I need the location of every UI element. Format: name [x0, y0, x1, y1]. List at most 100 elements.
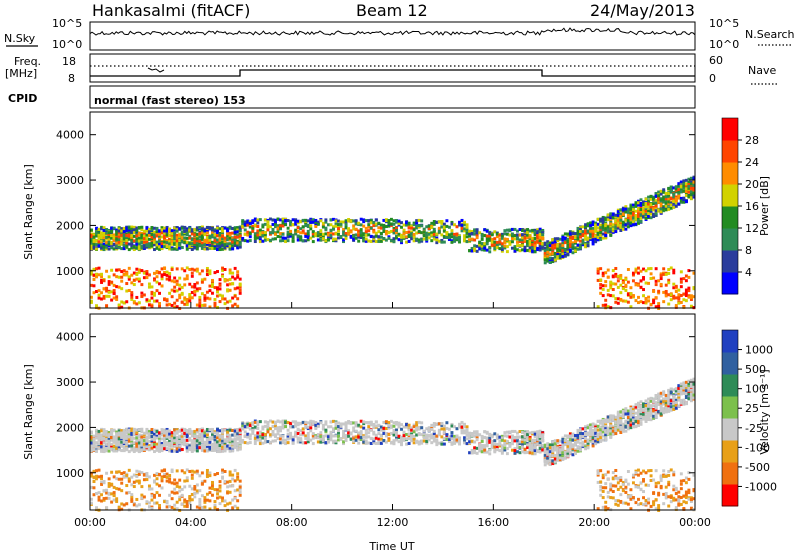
power-cell — [377, 235, 381, 239]
power-cell — [629, 205, 633, 209]
velocity-cell — [173, 482, 177, 486]
power-cell — [455, 225, 459, 229]
power-cell — [664, 195, 668, 199]
power-cell — [561, 241, 565, 245]
power-cell — [352, 235, 356, 239]
power-cell — [246, 239, 250, 243]
velocity-cell — [165, 427, 169, 431]
power-cell — [92, 273, 96, 277]
velocity-cell — [236, 428, 240, 432]
power-cell — [440, 221, 444, 225]
power-cell — [294, 222, 298, 226]
power-cell — [677, 190, 681, 194]
power-cell — [389, 222, 393, 226]
power-cell — [228, 236, 232, 240]
velocity-cell — [195, 434, 199, 438]
power-cell — [125, 271, 129, 275]
power-cell — [117, 285, 121, 289]
power-cell — [367, 219, 371, 223]
power-cell — [306, 235, 310, 239]
power-cell — [551, 246, 555, 250]
cpid-label: CPID — [8, 92, 37, 105]
velocity-cell — [188, 438, 192, 442]
velocity-cell — [190, 476, 194, 480]
power-cell — [90, 228, 93, 232]
velocity-cell — [120, 431, 124, 435]
velocity-cell — [125, 502, 129, 506]
velocity-cell — [168, 435, 172, 439]
velocity-cell — [105, 439, 109, 443]
power-cell — [629, 295, 633, 299]
power-cell — [611, 275, 615, 279]
power-cell — [369, 221, 373, 225]
power-cell — [584, 243, 588, 247]
velocity-cell — [132, 450, 136, 454]
power-cell — [392, 226, 396, 230]
velocity-cell — [178, 438, 182, 442]
power-cell — [258, 240, 262, 244]
power-cell — [558, 249, 562, 253]
power-cell — [468, 232, 472, 236]
velocity-cell — [90, 446, 93, 450]
power-cell — [624, 205, 628, 209]
power-cell — [631, 271, 635, 275]
power-cell — [410, 235, 414, 239]
velocity-cell — [95, 432, 98, 436]
velocity-cell — [145, 500, 149, 504]
power-cell — [155, 234, 159, 238]
velocity-cell — [218, 485, 222, 489]
power-cell — [127, 237, 131, 241]
power-cell — [599, 237, 603, 241]
power-cell — [120, 231, 124, 235]
velocity-cell — [120, 477, 124, 481]
velocity-cell — [170, 497, 174, 501]
velocity-cell — [233, 431, 237, 435]
velocity-cell — [95, 469, 98, 473]
velocity-cell — [170, 490, 174, 494]
velocity-cell — [115, 470, 119, 474]
power-cell — [246, 230, 250, 234]
power-cell — [639, 300, 643, 304]
power-cell — [619, 222, 623, 226]
power-cell — [208, 240, 212, 244]
power-cell — [140, 269, 144, 273]
power-cell — [125, 282, 129, 286]
power-cell — [200, 280, 204, 284]
velocity-cell — [120, 433, 124, 437]
velocity-cell — [231, 446, 235, 450]
power-cell — [568, 230, 572, 234]
power-cell — [422, 227, 426, 231]
power-cell — [541, 237, 545, 241]
power-cell — [163, 242, 167, 246]
power-cell — [561, 235, 565, 239]
power-cell — [687, 269, 691, 273]
power-cell — [379, 232, 383, 236]
power-cell — [669, 185, 673, 189]
power-cell — [684, 299, 688, 303]
power-cell — [533, 230, 537, 234]
power-cell — [153, 226, 156, 230]
velocity-cell — [173, 491, 177, 495]
power-cell — [417, 229, 421, 233]
power-cell — [296, 219, 300, 223]
power-cell — [357, 229, 361, 233]
velocity-cell — [208, 486, 212, 490]
power-cell — [122, 233, 126, 237]
velocity-cell — [216, 432, 219, 436]
power-cell — [286, 226, 290, 230]
power-cell — [120, 270, 124, 274]
velocity-cell — [233, 479, 237, 483]
power-cell — [453, 223, 456, 227]
power-cell — [684, 190, 688, 194]
power-cell — [579, 235, 582, 239]
power-cell — [316, 222, 320, 226]
velocity-cell — [122, 445, 126, 449]
velocity-cell — [105, 488, 109, 492]
power-cell — [674, 305, 678, 309]
power-cell — [173, 228, 177, 232]
power-cell — [258, 238, 262, 242]
power-cell — [150, 296, 154, 300]
power-cell — [367, 229, 371, 233]
power-cell — [105, 247, 109, 251]
power-cell — [258, 218, 262, 222]
